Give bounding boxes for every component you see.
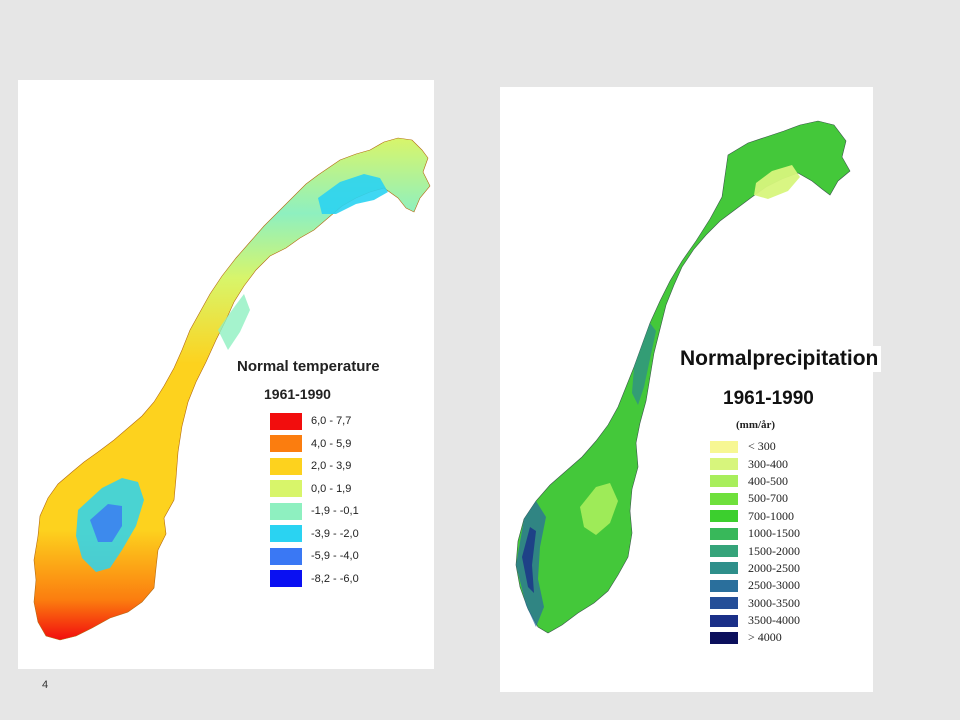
precipitation-legend-label: 300-400	[748, 456, 788, 471]
precipitation-map-panel: Normalprecipitation 1961-1990 (mm/år) < …	[500, 87, 882, 692]
precipitation-legend-label: 1500-2000	[748, 543, 800, 558]
precipitation-legend-item: 500-700	[710, 490, 800, 507]
temperature-highland-core	[90, 504, 122, 542]
precipitation-legend-item: 1500-2000	[710, 542, 800, 559]
precipitation-map	[515, 120, 851, 634]
temperature-finnmark-plateau	[318, 174, 388, 214]
precipitation-legend-swatch	[710, 614, 738, 627]
precipitation-legend-swatch	[710, 458, 738, 471]
temperature-legend-item: -5,9 - -4,0	[270, 545, 359, 568]
precipitation-legend-label: 2500-3000	[748, 578, 800, 593]
temperature-legend-swatch	[270, 570, 302, 588]
precipitation-legend-item: 300-400	[710, 455, 800, 472]
precipitation-legend-label: < 300	[748, 439, 776, 454]
temperature-legend-label: 2,0 - 3,9	[311, 460, 352, 473]
temperature-legend-swatch	[270, 480, 302, 498]
precipitation-legend-swatch	[710, 597, 738, 610]
precipitation-unit: (mm/år)	[736, 419, 776, 431]
precipitation-legend-label: > 4000	[748, 630, 782, 645]
temperature-legend-swatch	[270, 502, 302, 520]
precipitation-legend-label: 500-700	[748, 491, 788, 506]
precipitation-legend-swatch	[710, 631, 738, 644]
precipitation-legend-label: 700-1000	[748, 508, 794, 523]
temperature-legend-swatch	[270, 412, 302, 430]
precipitation-legend-swatch	[710, 510, 738, 523]
temperature-legend-swatch	[270, 457, 302, 475]
temperature-legend-label: -1,9 - -0,1	[311, 505, 359, 518]
temperature-legend-label: -5,9 - -4,0	[311, 550, 359, 563]
precipitation-coastal-very-wet	[522, 527, 536, 593]
precipitation-period: 1961-1990	[723, 388, 814, 409]
temperature-map-panel: Normal temperature 1961-1990 6,0 - 7,7 4,…	[18, 80, 434, 669]
temperature-mountain-north	[218, 294, 250, 350]
precipitation-title: Normalprecipitation	[677, 346, 882, 372]
precipitation-legend-label: 2000-2500	[748, 560, 800, 575]
temperature-legend-label: 6,0 - 7,7	[311, 415, 352, 428]
temperature-legend-item: -1,9 - -0,1	[270, 500, 359, 523]
precipitation-legend-item: 2000-2500	[710, 560, 800, 577]
temperature-legend-label: 4,0 - 5,9	[311, 437, 352, 450]
temperature-legend-item: 0,0 - 1,9	[270, 478, 359, 501]
precipitation-legend-swatch	[710, 579, 738, 592]
precipitation-legend-swatch	[710, 475, 738, 488]
page-number: 4	[42, 679, 49, 691]
precipitation-legend-label: 400-500	[748, 473, 788, 488]
precipitation-legend-swatch	[710, 545, 738, 558]
precipitation-finnmark-dry	[754, 165, 800, 199]
temperature-legend-label: 0,0 - 1,9	[311, 482, 352, 495]
precipitation-legend-swatch	[710, 492, 738, 505]
precipitation-inland-dry	[580, 483, 618, 535]
precipitation-legend-item: 3500-4000	[710, 612, 800, 629]
precipitation-legend-swatch	[710, 440, 738, 453]
temperature-legend-label: -3,9 - -2,0	[311, 527, 359, 540]
precipitation-legend-item: 2500-3000	[710, 577, 800, 594]
precipitation-legend-item: 3000-3500	[710, 595, 800, 612]
temperature-legend-swatch	[270, 525, 302, 543]
precipitation-legend-item: 400-500	[710, 473, 800, 490]
temperature-legend-item: 4,0 - 5,9	[270, 433, 359, 456]
precipitation-legend-label: 1000-1500	[748, 526, 800, 541]
precipitation-legend-item: > 4000	[710, 629, 800, 646]
temperature-legend-item: 6,0 - 7,7	[270, 410, 359, 433]
temperature-legend-item: 2,0 - 3,9	[270, 455, 359, 478]
temperature-legend-item: -8,2 - -6,0	[270, 568, 359, 591]
precipitation-legend-label: 3500-4000	[748, 613, 800, 628]
precipitation-legend-item: 1000-1500	[710, 525, 800, 542]
precipitation-legend-label: 3000-3500	[748, 595, 800, 610]
temperature-legend-swatch	[270, 435, 302, 453]
precipitation-legend-swatch	[710, 562, 738, 575]
precipitation-north-coast	[632, 323, 656, 405]
precipitation-legend-swatch	[710, 527, 738, 540]
temperature-legend-label: -8,2 - -6,0	[311, 572, 359, 585]
precipitation-legend-item: 700-1000	[710, 508, 800, 525]
temperature-map	[33, 137, 431, 641]
temperature-title: Normal temperature	[237, 358, 380, 375]
precipitation-legend-item: < 300	[710, 438, 800, 455]
temperature-period: 1961-1990	[264, 386, 331, 402]
precipitation-legend: < 300 300-400 400-500 500-700 700-1000 1000-1…	[710, 438, 800, 647]
temperature-legend-item: -3,9 - -2,0	[270, 523, 359, 546]
temperature-legend: 6,0 - 7,7 4,0 - 5,9 2,0 - 3,9 0,0 - 1,9 -1,9…	[270, 410, 359, 590]
temperature-legend-swatch	[270, 547, 302, 565]
